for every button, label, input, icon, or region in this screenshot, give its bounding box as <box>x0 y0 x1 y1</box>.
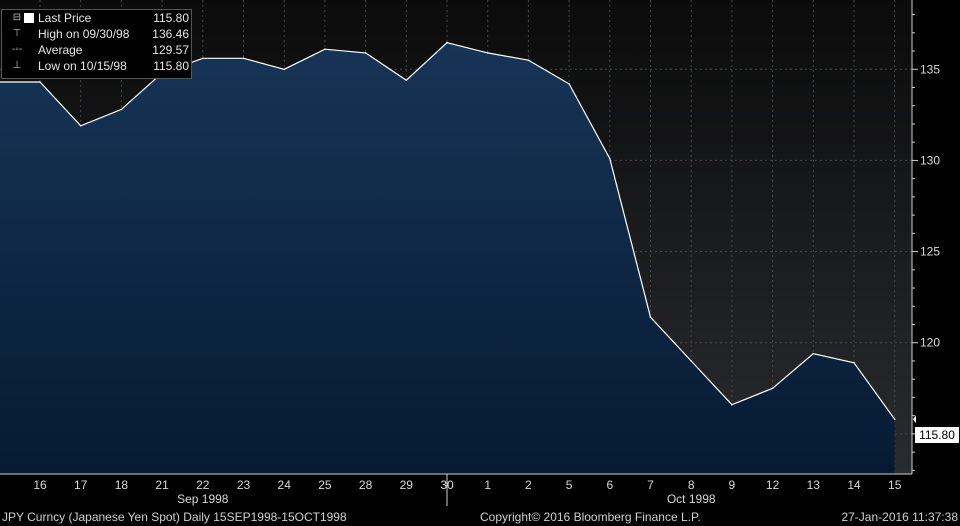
price-point <box>853 361 855 364</box>
price-point <box>812 352 815 355</box>
x-tick-label: 8 <box>688 478 695 492</box>
price-point <box>364 52 367 54</box>
price-point <box>527 59 530 61</box>
x-tick-label: 1 <box>484 478 491 492</box>
y-tick-label: 125 <box>920 245 940 259</box>
x-tick-label: 22 <box>196 478 210 492</box>
copyright-text: Copyright© 2016 Bloomberg Finance L.P. <box>480 510 701 524</box>
x-tick-label: 15 <box>888 478 902 492</box>
y-tick-label: 135 <box>920 62 940 76</box>
price-point <box>446 41 448 44</box>
price-point <box>771 387 774 390</box>
footer: JPY Curncy (Japanese Yen Spot) Daily 15S… <box>0 510 960 526</box>
legend-label: Last Price <box>38 11 92 25</box>
legend-label: Low on 10/15/98 <box>38 59 127 73</box>
x-tick-label: 16 <box>33 478 47 492</box>
legend-label: Average <box>38 43 83 57</box>
x-tick-label: 9 <box>729 478 736 492</box>
x-tick-label: 28 <box>359 478 373 492</box>
price-point <box>405 79 408 82</box>
legend-label: High on 09/30/98 <box>38 27 130 41</box>
x-tick-label: 5 <box>566 478 573 492</box>
y-tick-label: 130 <box>920 153 940 167</box>
timestamp: 27-Jan-2016 11:37:38 <box>841 510 958 524</box>
x-tick-label: 25 <box>318 478 332 492</box>
month-label: Sep 1998 <box>177 492 229 506</box>
x-tick-label: 6 <box>606 478 613 492</box>
x-tick-label: 17 <box>74 478 88 492</box>
x-tick-label: 23 <box>237 478 251 492</box>
legend-item-high: ⊤ High on 09/30/98 136.46 <box>2 26 191 42</box>
month-label: Oct 1998 <box>667 492 716 506</box>
price-point <box>283 68 286 71</box>
x-tick-label: 29 <box>400 478 414 492</box>
low-marker-icon: ⊥ <box>12 60 22 71</box>
legend-item-low: ⊥ Low on 10/15/98 115.80 <box>2 58 191 74</box>
x-tick-label: 14 <box>847 478 861 492</box>
legend-value: 136.46 <box>152 27 189 41</box>
x-tick-label: 24 <box>278 478 292 492</box>
last-price-badge: 115.80 <box>915 427 959 443</box>
legend: ⊟ Last Price 115.80 ⊤ High on 09/30/98 1… <box>1 9 192 79</box>
price-point <box>731 403 733 406</box>
legend-value: 115.80 <box>153 59 189 73</box>
y-tick-label: 120 <box>920 336 940 350</box>
series-swatch <box>24 13 34 23</box>
legend-item-last-price: ⊟ Last Price 115.80 <box>2 10 191 26</box>
x-tick-label: 13 <box>807 478 821 492</box>
x-tick-label: 7 <box>647 478 654 492</box>
price-point <box>39 81 41 83</box>
price-point <box>568 83 570 85</box>
legend-item-average: -◦- Average 129.57 <box>2 42 191 58</box>
x-tick-label: 2 <box>525 478 532 492</box>
price-point <box>120 108 123 111</box>
price-point <box>324 48 326 51</box>
price-area-fill <box>0 42 895 474</box>
x-tick-label: 12 <box>766 478 780 492</box>
price-point <box>609 157 611 160</box>
price-point <box>202 57 204 60</box>
axes: 1151201251301351617182122232425282930125… <box>0 0 940 506</box>
security-description: JPY Curncy (Japanese Yen Spot) Daily 15S… <box>2 510 347 524</box>
high-marker-icon: ⊤ <box>12 28 22 39</box>
price-point <box>486 52 489 54</box>
price-point <box>242 57 245 60</box>
last-price-pointer <box>913 415 916 424</box>
legend-value: 115.80 <box>153 11 189 25</box>
collapse-icon[interactable]: ⊟ <box>12 12 22 23</box>
price-point <box>79 124 82 127</box>
price-point <box>893 418 896 421</box>
price-point <box>649 316 652 319</box>
x-tick-label: 18 <box>115 478 129 492</box>
x-tick-label: 21 <box>155 478 169 492</box>
price-point <box>690 360 692 362</box>
legend-value: 129.57 <box>152 43 189 57</box>
average-marker-icon: -◦- <box>11 44 23 55</box>
